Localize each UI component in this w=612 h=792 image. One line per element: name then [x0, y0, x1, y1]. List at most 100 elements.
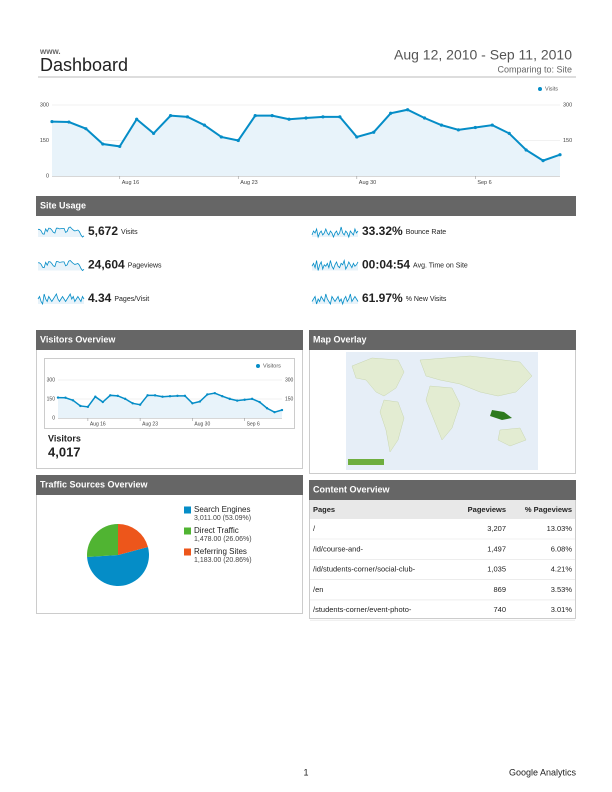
- data-point: [270, 114, 274, 118]
- data-point: [138, 403, 142, 406]
- visitors-label: Visitors: [48, 433, 81, 443]
- data-point: [168, 114, 173, 118]
- table-cell: /id/students-corner/social-club-: [313, 565, 416, 574]
- column-header: Pageviews: [468, 505, 506, 514]
- page-title: Dashboard: [40, 55, 128, 75]
- data-point: [265, 407, 269, 410]
- site-name: www.: [39, 47, 61, 56]
- data-point: [280, 408, 284, 412]
- section-title: Site Usage: [40, 200, 86, 210]
- data-point: [153, 394, 157, 397]
- data-point: [168, 395, 172, 398]
- data-point: [338, 115, 342, 119]
- metric-label: Bounce Rate: [406, 229, 447, 236]
- visitors-total: 4,017: [48, 444, 81, 459]
- table-cell: 869: [493, 585, 506, 594]
- pie-slice: [118, 524, 148, 555]
- data-point: [198, 400, 202, 403]
- x-tick-label: Aug 30: [359, 180, 376, 186]
- data-point: [152, 131, 156, 135]
- legend-swatch: [184, 506, 191, 514]
- data-point: [71, 399, 75, 402]
- data-point: [86, 405, 90, 409]
- x-tick-label: Aug 30: [194, 421, 210, 427]
- data-point: [473, 125, 477, 130]
- data-point: [206, 393, 209, 396]
- metric-label: Pages/Visit: [114, 296, 149, 303]
- data-point: [287, 117, 291, 121]
- data-point: [406, 108, 410, 112]
- section-bar: [36, 196, 576, 216]
- section-title: Content Overview: [313, 484, 391, 494]
- section-title: Traffic Sources Overview: [40, 479, 149, 489]
- data-point: [228, 397, 231, 401]
- data-point: [124, 397, 127, 401]
- data-point: [183, 394, 187, 398]
- table-cell: 1,035: [487, 565, 506, 574]
- legend-swatch: [184, 548, 191, 556]
- sparkline: [311, 293, 359, 306]
- legend-label: Visits: [545, 86, 558, 92]
- legend-value: 3,011.00 (53.09%): [194, 515, 251, 522]
- sparkline: [37, 293, 85, 306]
- table-cell: 4.21%: [551, 565, 573, 574]
- metric-value: 61.97%: [362, 291, 403, 305]
- data-point: [185, 115, 190, 119]
- legend-label: Direct Traffic: [194, 526, 239, 535]
- metric-value: 5,672: [88, 224, 118, 238]
- table-cell: 6.08%: [551, 544, 573, 553]
- date-range: Aug 12, 2010 - Sep 11, 2010: [394, 47, 572, 63]
- metric-value: 4.34: [88, 291, 112, 305]
- data-point: [258, 400, 261, 404]
- table-cell: /en: [313, 585, 323, 594]
- sparkline-area: [312, 294, 358, 304]
- metric: 00:04:54 Avg. Time on Site: [362, 258, 468, 272]
- y2-tick-label: 300: [285, 377, 294, 383]
- metric-label: % New Visits: [406, 296, 447, 303]
- data-point: [135, 117, 139, 121]
- x-tick-label: Aug 23: [142, 421, 158, 427]
- y2-tick-label: 150: [563, 138, 572, 144]
- data-point: [101, 142, 105, 146]
- data-point: [355, 135, 359, 139]
- sparkline: [37, 260, 85, 272]
- data-point: [439, 123, 444, 127]
- x-tick-label: Aug 23: [240, 180, 257, 186]
- x-tick-label: Aug 16: [122, 180, 139, 186]
- table-cell: 13.03%: [547, 524, 573, 533]
- table-cell: 3.01%: [551, 605, 573, 614]
- data-point: [321, 115, 325, 119]
- data-point: [146, 394, 149, 397]
- metric: 61.97%% New Visits: [362, 291, 447, 305]
- section-title: Visitors Overview: [40, 334, 116, 344]
- section-bar: [309, 330, 576, 350]
- data-point: [176, 394, 179, 398]
- y-tick-label: 150: [47, 396, 56, 402]
- pie-slice: [87, 547, 149, 587]
- data-point: [202, 123, 206, 127]
- data-point: [56, 396, 60, 399]
- metric: 4.34 Pages/Visit: [88, 291, 149, 305]
- data-point: [236, 399, 239, 402]
- pie-slice: [87, 524, 118, 558]
- sparkline: [311, 258, 359, 271]
- x-tick-label: Sep 6: [247, 421, 260, 427]
- legend-label: Search Engines: [194, 505, 250, 514]
- table-cell: 3.53%: [551, 585, 573, 594]
- x-tick-label: Sep 6: [477, 180, 491, 186]
- data-point: [490, 123, 494, 127]
- table-header-bg: [310, 500, 575, 519]
- section-bar: [36, 475, 303, 495]
- data-point: [191, 402, 194, 405]
- y-tick-label: 0: [46, 173, 49, 179]
- legend-value: 1,183.00 (20.86%): [194, 557, 252, 564]
- comparison: Comparing to: Site: [497, 64, 572, 74]
- legend-label: Visitors: [263, 363, 281, 369]
- data-point: [213, 391, 216, 395]
- data-point: [79, 404, 82, 408]
- data-point: [64, 396, 67, 399]
- section-bar: [309, 480, 576, 500]
- y-tick-label: 0: [52, 415, 55, 421]
- data-point: [219, 135, 223, 139]
- x-tick-label: Aug 16: [90, 421, 106, 427]
